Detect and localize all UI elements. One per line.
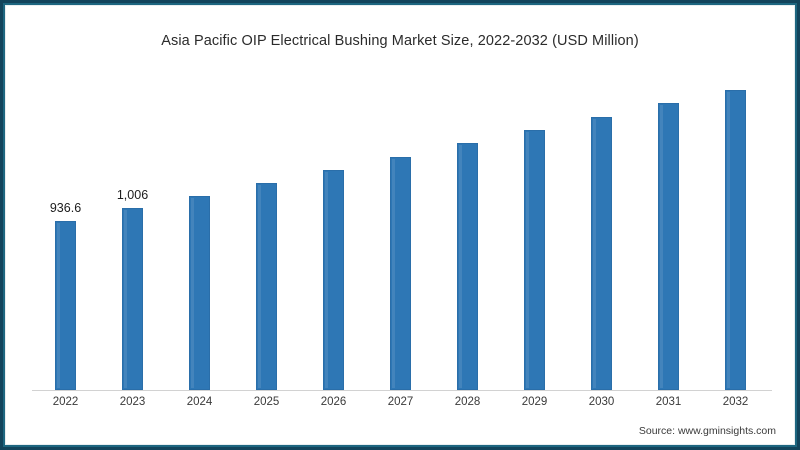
chart-title: Asia Pacific OIP Electrical Bushing Mark…: [161, 33, 639, 49]
bar-highlight: [124, 210, 127, 388]
bar-highlight: [593, 118, 596, 388]
x-tick-2029: 2029: [521, 396, 548, 408]
bar-highlight: [258, 184, 261, 388]
x-tick-2022: 2022: [52, 396, 79, 408]
bar-2030: [591, 116, 612, 390]
bar-highlight: [392, 158, 395, 388]
x-tick-2026: 2026: [320, 396, 347, 408]
bar-2031: [658, 102, 679, 390]
x-tick-2027: 2027: [387, 396, 414, 408]
x-tick-2030: 2030: [588, 396, 615, 408]
bar-2023: [122, 208, 143, 390]
bar-highlight: [57, 222, 60, 388]
x-tick-2024: 2024: [186, 396, 213, 408]
bar-highlight: [660, 104, 663, 388]
x-axis-line: [32, 390, 772, 391]
bar-highlight: [191, 197, 194, 388]
bar-2022: [55, 220, 76, 390]
bar-highlight: [727, 92, 730, 388]
x-tick-2032: 2032: [722, 396, 749, 408]
value-label-2022: 936.6: [49, 200, 82, 215]
bar-highlight: [325, 171, 328, 388]
bar-2026: [323, 169, 344, 390]
value-label-2023: 1,006: [116, 188, 149, 203]
x-tick-2023: 2023: [119, 396, 146, 408]
bar-highlight: [459, 144, 462, 388]
x-tick-2028: 2028: [454, 396, 481, 408]
bar-2024: [189, 195, 210, 390]
bar-2032: [725, 90, 746, 390]
x-tick-2025: 2025: [253, 396, 280, 408]
bar-2029: [524, 129, 545, 390]
source-note: Source: www.gminsights.com: [638, 425, 776, 437]
bar-2025: [256, 182, 277, 390]
bar-2027: [390, 156, 411, 390]
bar-highlight: [526, 131, 529, 388]
x-tick-2031: 2031: [655, 396, 682, 408]
bar-2028: [457, 142, 478, 390]
